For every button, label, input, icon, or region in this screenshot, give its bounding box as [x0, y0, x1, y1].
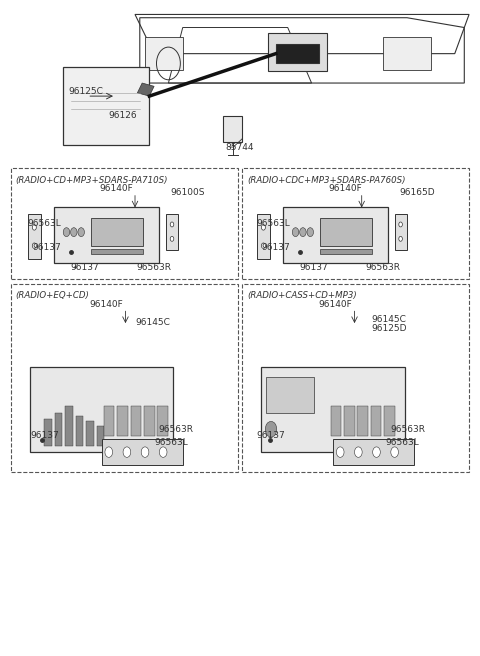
Bar [257, 214, 270, 259]
Bar [157, 406, 168, 436]
Text: 96137: 96137 [300, 263, 328, 272]
Bar [395, 214, 407, 250]
Circle shape [399, 222, 402, 227]
FancyBboxPatch shape [11, 168, 238, 279]
Bar [262, 367, 405, 452]
FancyBboxPatch shape [242, 168, 469, 279]
Bar [223, 115, 242, 142]
Bar [131, 406, 141, 436]
Text: 96137: 96137 [71, 263, 99, 272]
Bar [44, 419, 52, 445]
Circle shape [336, 447, 344, 457]
Polygon shape [137, 83, 154, 96]
Bar [320, 249, 372, 255]
Bar [76, 415, 84, 445]
Circle shape [262, 243, 265, 249]
Circle shape [372, 447, 380, 457]
FancyBboxPatch shape [242, 283, 469, 472]
Text: 85744: 85744 [226, 142, 254, 152]
Circle shape [78, 228, 84, 237]
Bar [104, 406, 115, 436]
Bar [55, 413, 62, 445]
Text: 96140F: 96140F [328, 184, 362, 194]
Bar [28, 214, 41, 259]
Circle shape [170, 236, 174, 241]
Bar [102, 439, 183, 465]
Text: 96563R: 96563R [159, 424, 194, 434]
Text: 96126: 96126 [109, 111, 137, 119]
Bar [320, 218, 372, 246]
Text: 96563R: 96563R [390, 424, 425, 434]
Circle shape [355, 447, 362, 457]
Text: (RADIO+EQ+CD): (RADIO+EQ+CD) [16, 291, 90, 300]
Bar [331, 406, 341, 436]
Circle shape [159, 447, 167, 457]
Text: 96563L: 96563L [154, 438, 188, 447]
Text: 96125D: 96125D [371, 324, 407, 333]
Text: 96140F: 96140F [99, 184, 133, 194]
Circle shape [262, 224, 265, 230]
Circle shape [391, 447, 398, 457]
Bar [54, 207, 159, 262]
Bar [384, 406, 395, 436]
Text: 96563L: 96563L [28, 219, 61, 228]
Bar [333, 439, 414, 465]
Bar [91, 249, 143, 255]
Bar [371, 406, 381, 436]
Circle shape [170, 222, 174, 227]
Bar [144, 406, 155, 436]
Bar [86, 420, 94, 445]
Text: 96140F: 96140F [319, 300, 352, 309]
Text: 96563L: 96563L [257, 219, 290, 228]
Bar [166, 214, 178, 250]
Text: 96563R: 96563R [366, 263, 401, 272]
Bar [144, 37, 183, 70]
Text: 96125C: 96125C [68, 87, 103, 96]
Bar [283, 207, 388, 262]
Text: 96137: 96137 [30, 431, 59, 440]
Circle shape [63, 228, 70, 237]
Text: 96145C: 96145C [135, 318, 170, 327]
Text: (RADIO+CDC+MP3+SDARS-PA760S): (RADIO+CDC+MP3+SDARS-PA760S) [247, 176, 406, 185]
Bar [266, 377, 314, 413]
Text: 96137: 96137 [262, 243, 290, 252]
Bar [91, 218, 143, 246]
Text: 96100S: 96100S [171, 188, 205, 197]
Circle shape [141, 447, 149, 457]
Circle shape [399, 236, 402, 241]
Bar [117, 406, 128, 436]
Circle shape [265, 421, 277, 437]
Circle shape [32, 224, 36, 230]
Bar [344, 406, 355, 436]
Circle shape [307, 228, 313, 237]
Bar [63, 67, 149, 145]
FancyBboxPatch shape [11, 283, 238, 472]
Bar [30, 367, 173, 452]
Text: 96145C: 96145C [371, 315, 406, 324]
Bar [383, 37, 431, 70]
Text: 96140F: 96140F [89, 300, 123, 309]
FancyBboxPatch shape [268, 33, 327, 72]
Text: (RADIO+CD+MP3+SDARS-PA710S): (RADIO+CD+MP3+SDARS-PA710S) [16, 176, 168, 185]
Text: (RADIO+CASS+CD+MP3): (RADIO+CASS+CD+MP3) [247, 291, 357, 300]
Circle shape [71, 228, 77, 237]
Bar [358, 406, 368, 436]
Circle shape [300, 228, 306, 237]
Bar [97, 426, 105, 445]
Bar [65, 406, 73, 445]
Text: 96165D: 96165D [400, 188, 435, 197]
Text: 96563L: 96563L [385, 438, 420, 447]
Text: 96137: 96137 [33, 243, 61, 252]
Bar [276, 44, 319, 64]
Circle shape [105, 447, 113, 457]
Circle shape [123, 447, 131, 457]
Circle shape [292, 228, 299, 237]
Circle shape [32, 243, 36, 249]
Text: 96563R: 96563R [137, 263, 172, 272]
Text: 96137: 96137 [257, 431, 286, 440]
